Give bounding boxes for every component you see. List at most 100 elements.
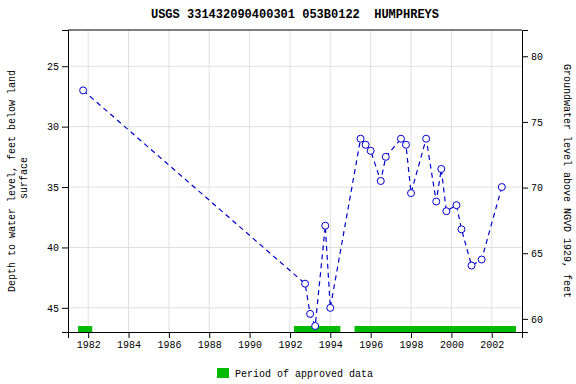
tick-mark bbox=[371, 332, 372, 338]
grid-line-y bbox=[68, 187, 522, 188]
tick-label: 25 bbox=[47, 62, 59, 73]
marker bbox=[423, 135, 430, 142]
y-axis: 25 30 35 40 45 bbox=[47, 31, 69, 333]
grid bbox=[68, 30, 522, 332]
grid-line-y bbox=[68, 66, 522, 67]
tick: 2000 bbox=[440, 332, 464, 351]
tick-label: 70 bbox=[531, 183, 543, 194]
grid-line-x bbox=[370, 30, 371, 332]
marker bbox=[302, 280, 309, 287]
tick-mark bbox=[250, 332, 251, 338]
tick: 1988 bbox=[198, 332, 222, 351]
y2-axis: 60 65 70 75 80 bbox=[522, 31, 543, 333]
tick-label: 35 bbox=[47, 183, 59, 194]
tick-mark bbox=[522, 122, 528, 123]
x-axis: 1982 1984 1986 1988 1990 1992 1994 1996 1998 2000… bbox=[69, 332, 523, 351]
marker bbox=[468, 262, 475, 269]
period-bar bbox=[355, 326, 516, 332]
tick-label: 1988 bbox=[198, 340, 222, 351]
tick-mark bbox=[129, 332, 130, 338]
marker bbox=[357, 135, 364, 142]
tick: 1996 bbox=[359, 332, 383, 351]
marker bbox=[458, 226, 465, 233]
tick-label: 1996 bbox=[359, 340, 383, 351]
y-axis-label: Depth to water level, feet below land su… bbox=[7, 70, 30, 292]
grid-line-y bbox=[68, 247, 522, 248]
tick-label: 2000 bbox=[440, 340, 464, 351]
tick: 2002 bbox=[480, 332, 504, 351]
tick: 30 bbox=[47, 122, 68, 133]
tick: 35 bbox=[47, 183, 68, 194]
tick-mark bbox=[522, 319, 528, 320]
tick-mark bbox=[411, 332, 412, 338]
tick-mark bbox=[522, 253, 528, 254]
series-line bbox=[83, 90, 502, 326]
marker bbox=[453, 202, 460, 209]
grid-line-y bbox=[68, 126, 522, 127]
tick-label: 60 bbox=[531, 315, 543, 326]
tick: 1998 bbox=[400, 332, 424, 351]
tick: 75 bbox=[522, 118, 543, 129]
tick-label: 2002 bbox=[480, 340, 504, 351]
period-bar bbox=[78, 326, 92, 332]
tick-label: 40 bbox=[47, 243, 59, 254]
tick: 25 bbox=[47, 62, 68, 73]
tick-mark bbox=[522, 188, 528, 189]
tick: 1990 bbox=[238, 332, 262, 351]
marker bbox=[498, 184, 505, 191]
plot-area: 1982 1984 1986 1988 1990 1992 1994 1996 1998 2000… bbox=[7, 30, 572, 351]
tick-mark bbox=[169, 332, 170, 338]
grid-line-x bbox=[128, 30, 129, 332]
tick: 40 bbox=[47, 243, 68, 254]
tick-mark bbox=[522, 56, 528, 57]
grid-line-x bbox=[411, 30, 412, 332]
grid-line-x bbox=[88, 30, 89, 332]
tick-mark bbox=[62, 66, 68, 67]
tick-mark bbox=[62, 187, 68, 188]
tick: 1994 bbox=[319, 332, 343, 351]
tick-mark bbox=[290, 332, 291, 338]
chart: 1982 1984 1986 1988 1990 1992 1994 1996 1998 2000… bbox=[0, 0, 576, 384]
marker bbox=[443, 208, 450, 215]
tick-mark bbox=[62, 308, 68, 309]
legend-label: Period of approved data bbox=[235, 369, 373, 380]
marker bbox=[408, 190, 415, 197]
legend: Period of approved data bbox=[217, 368, 373, 380]
marker bbox=[322, 222, 329, 229]
tick: 60 bbox=[522, 315, 543, 326]
marker bbox=[433, 198, 440, 205]
tick: 70 bbox=[522, 183, 543, 194]
tick-label: 1990 bbox=[238, 340, 262, 351]
tick-mark bbox=[492, 332, 493, 338]
tick: 1984 bbox=[117, 332, 141, 351]
axis-line bbox=[523, 31, 529, 333]
tick-mark bbox=[209, 332, 210, 338]
tick-label: 80 bbox=[531, 52, 543, 63]
tick-label: 1992 bbox=[278, 340, 302, 351]
marker bbox=[397, 135, 404, 142]
marker bbox=[438, 165, 445, 172]
grid-line-x bbox=[168, 30, 169, 332]
tick: 65 bbox=[522, 249, 543, 260]
marker bbox=[312, 322, 319, 329]
legend-swatch bbox=[217, 368, 229, 378]
marker bbox=[377, 178, 384, 185]
grid-line-x bbox=[451, 30, 452, 332]
tick-label: 1984 bbox=[117, 340, 141, 351]
title: USGS 331432090400301 053B0122 HUMPHREYS bbox=[151, 8, 439, 22]
marker bbox=[367, 147, 374, 154]
tick-mark bbox=[62, 247, 68, 248]
tick-label: 45 bbox=[47, 304, 59, 315]
marker bbox=[382, 153, 389, 160]
tick-label: 1994 bbox=[319, 340, 343, 351]
marker bbox=[307, 310, 314, 317]
tick: 1986 bbox=[157, 332, 181, 351]
axis-line bbox=[69, 333, 523, 339]
marker bbox=[402, 141, 409, 148]
grid-line-y bbox=[68, 307, 522, 308]
tick-label: 1998 bbox=[400, 340, 424, 351]
tick-label: 75 bbox=[531, 118, 543, 129]
tick-mark bbox=[451, 332, 452, 338]
tick-label: 1982 bbox=[77, 340, 101, 351]
tick: 1992 bbox=[278, 332, 302, 351]
